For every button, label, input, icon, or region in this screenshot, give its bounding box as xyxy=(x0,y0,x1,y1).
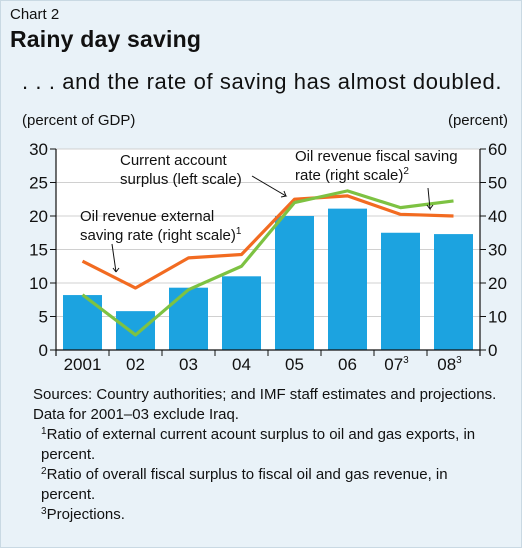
annotations: Current account surplus (left scale) Oil r… xyxy=(80,148,458,273)
fiscal-saving-line xyxy=(81,189,454,337)
y-tick-label-left: 5 xyxy=(39,308,48,327)
x-tick-label: 03 xyxy=(179,355,198,374)
y-tick-label-left: 20 xyxy=(29,207,48,226)
annotation-arrow xyxy=(251,175,288,198)
y-tick-label-left: 25 xyxy=(29,174,48,193)
bar-02 xyxy=(116,311,155,350)
annotation-label: Current account surplus (left scale) xyxy=(120,152,242,188)
annotation-line: saving rate (right scale) xyxy=(80,227,236,244)
y-tick-label-right: 20 xyxy=(488,274,507,293)
chart-kicker: Chart 2 xyxy=(10,6,60,23)
bar-08 xyxy=(434,234,473,350)
annotation-label: Oil revenue external saving rate (right s… xyxy=(80,208,242,244)
x-tick-label: 06 xyxy=(338,355,357,374)
left-axis-unit: (percent of GDP) xyxy=(22,112,136,129)
footnote-mark: 3 xyxy=(41,506,47,517)
bar-06 xyxy=(328,208,367,350)
x-tick-label: 02 xyxy=(126,355,145,374)
y-tick-label-right: 40 xyxy=(488,207,507,226)
x-tick-label: 2001 xyxy=(64,355,102,374)
bar-04 xyxy=(222,276,261,350)
right-axis-unit: (percent) xyxy=(447,112,508,129)
annotation-superscript: 2 xyxy=(403,166,409,177)
bar-series xyxy=(63,208,473,350)
x-tick-label: 083 xyxy=(437,355,462,374)
y-tick-label-left: 30 xyxy=(29,140,48,159)
footnote-3: 3Projections. xyxy=(33,505,503,525)
bar-03 xyxy=(169,287,208,350)
footnote-2: 2Ratio of overall fiscal surplus to fisc… xyxy=(33,465,503,505)
x-tick-label: 05 xyxy=(285,355,304,374)
y-tick-label-right: 50 xyxy=(488,174,507,193)
annotation-line: Current account xyxy=(120,152,228,169)
annotation-arrow xyxy=(426,187,434,211)
bar-07 xyxy=(381,232,420,350)
line-series xyxy=(81,189,454,337)
footnote-text: Projections. xyxy=(46,506,125,523)
annotation-line: surplus (left scale) xyxy=(120,171,242,188)
x-tick-label: 073 xyxy=(384,355,409,374)
annotation-line: Oil revenue fiscal saving xyxy=(295,148,458,165)
y-tick-label-left: 10 xyxy=(29,274,48,293)
x-tick-superscript: 3 xyxy=(403,355,409,366)
annotation-arrow xyxy=(111,243,120,273)
annotation-label: Oil revenue fiscal saving rate (right sca… xyxy=(295,148,458,184)
footnote-mark: 1 xyxy=(41,426,47,437)
x-tick-superscript: 3 xyxy=(456,355,462,366)
y-tick-label-right: 10 xyxy=(488,308,507,327)
sources-note: Sources: Country authorities; and IMF st… xyxy=(33,386,497,423)
y-tick-label-right: 60 xyxy=(488,140,507,159)
footnote-mark: 2 xyxy=(41,466,47,477)
annotation-superscript: 1 xyxy=(236,226,242,237)
chart-notes: Sources: Country authorities; and IMF st… xyxy=(33,385,503,525)
y-tick-label-right: 30 xyxy=(488,241,507,260)
external-saving-line xyxy=(81,194,454,290)
y-tick-label-left: 15 xyxy=(29,241,48,260)
chart-title: Rainy day saving xyxy=(10,26,202,52)
annotation-line: Oil revenue external xyxy=(80,208,214,225)
footnote-text: Ratio of external current acount surplus… xyxy=(41,426,476,463)
x-tick-label: 04 xyxy=(232,355,251,374)
chart-subtitle: . . . and the rate of saving has almost … xyxy=(22,69,503,94)
footnote-1: 1Ratio of external current acount surplu… xyxy=(33,425,503,465)
footnote-text: Ratio of overall fiscal surplus to fisca… xyxy=(41,466,448,503)
y-tick-label-right: 0 xyxy=(488,341,497,360)
annotation-line: rate (right scale) xyxy=(295,167,403,184)
bar-05 xyxy=(275,216,314,350)
y-tick-label-left: 0 xyxy=(39,341,48,360)
